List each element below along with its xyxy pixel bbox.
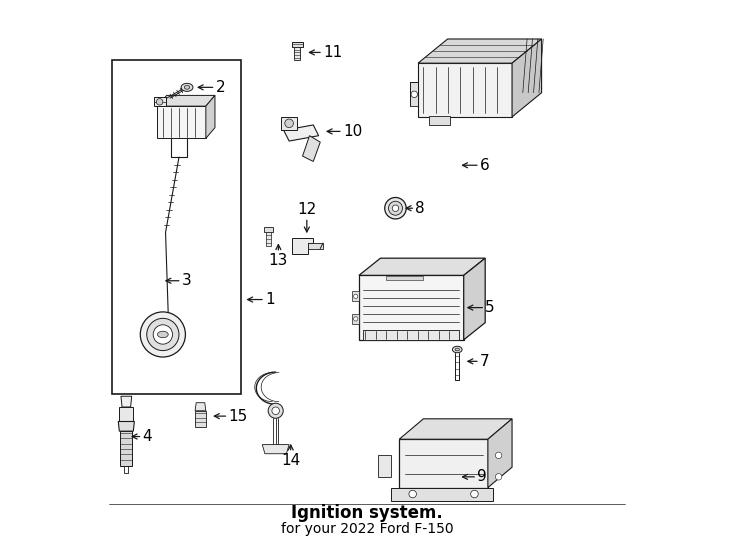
Circle shape xyxy=(411,91,418,98)
Polygon shape xyxy=(399,439,488,488)
Polygon shape xyxy=(302,136,320,161)
Circle shape xyxy=(140,312,186,357)
Ellipse shape xyxy=(452,346,462,353)
Polygon shape xyxy=(118,422,134,431)
Polygon shape xyxy=(292,238,313,254)
Polygon shape xyxy=(308,243,323,248)
Polygon shape xyxy=(292,42,302,47)
Text: 9: 9 xyxy=(477,469,487,484)
Text: 6: 6 xyxy=(480,158,490,173)
Text: Ignition system.: Ignition system. xyxy=(291,504,443,522)
Circle shape xyxy=(385,198,406,219)
Text: 13: 13 xyxy=(269,253,288,268)
Polygon shape xyxy=(206,96,215,138)
Polygon shape xyxy=(121,396,131,407)
Text: 11: 11 xyxy=(323,45,342,60)
Polygon shape xyxy=(418,39,542,63)
Text: 5: 5 xyxy=(485,300,495,315)
Circle shape xyxy=(153,325,172,344)
Polygon shape xyxy=(359,258,485,275)
Polygon shape xyxy=(158,106,206,138)
Text: 14: 14 xyxy=(281,453,300,468)
Text: 12: 12 xyxy=(297,202,316,218)
Polygon shape xyxy=(386,276,424,280)
Circle shape xyxy=(268,403,283,418)
Ellipse shape xyxy=(181,83,193,91)
Text: 3: 3 xyxy=(181,273,192,288)
Ellipse shape xyxy=(184,85,189,89)
Polygon shape xyxy=(363,330,459,340)
Text: for your 2022 Ford F-150: for your 2022 Ford F-150 xyxy=(280,522,454,536)
Polygon shape xyxy=(120,407,134,422)
Polygon shape xyxy=(429,116,450,125)
Text: 2: 2 xyxy=(216,80,225,95)
Polygon shape xyxy=(512,39,542,117)
Polygon shape xyxy=(378,455,391,477)
Polygon shape xyxy=(410,82,418,106)
Circle shape xyxy=(409,490,416,498)
Text: 7: 7 xyxy=(480,354,490,369)
Polygon shape xyxy=(391,488,493,501)
Polygon shape xyxy=(488,419,512,488)
Polygon shape xyxy=(352,314,359,323)
Polygon shape xyxy=(294,47,300,60)
Circle shape xyxy=(470,490,479,498)
Circle shape xyxy=(388,201,402,215)
Text: 15: 15 xyxy=(228,409,247,423)
Text: 8: 8 xyxy=(415,201,425,215)
Polygon shape xyxy=(399,419,512,439)
Circle shape xyxy=(156,99,163,105)
Text: 4: 4 xyxy=(142,429,152,444)
Polygon shape xyxy=(262,444,289,454)
Polygon shape xyxy=(266,232,272,246)
Polygon shape xyxy=(120,431,132,466)
Polygon shape xyxy=(352,292,359,301)
Polygon shape xyxy=(153,97,166,106)
Circle shape xyxy=(354,294,358,299)
Polygon shape xyxy=(264,227,273,232)
Text: 1: 1 xyxy=(265,292,275,307)
Circle shape xyxy=(285,119,294,127)
Polygon shape xyxy=(359,275,464,340)
Polygon shape xyxy=(158,96,215,106)
Polygon shape xyxy=(195,411,206,427)
Circle shape xyxy=(495,474,502,480)
Polygon shape xyxy=(284,125,319,141)
Circle shape xyxy=(272,407,280,415)
Polygon shape xyxy=(464,258,485,340)
Text: 10: 10 xyxy=(343,124,362,139)
Circle shape xyxy=(392,205,399,212)
Circle shape xyxy=(354,317,358,321)
Ellipse shape xyxy=(158,331,168,338)
Ellipse shape xyxy=(455,348,459,351)
Bar xyxy=(112,60,241,394)
Polygon shape xyxy=(418,63,512,117)
Circle shape xyxy=(495,452,502,458)
Polygon shape xyxy=(281,117,297,130)
Polygon shape xyxy=(195,403,206,411)
Circle shape xyxy=(147,319,179,350)
